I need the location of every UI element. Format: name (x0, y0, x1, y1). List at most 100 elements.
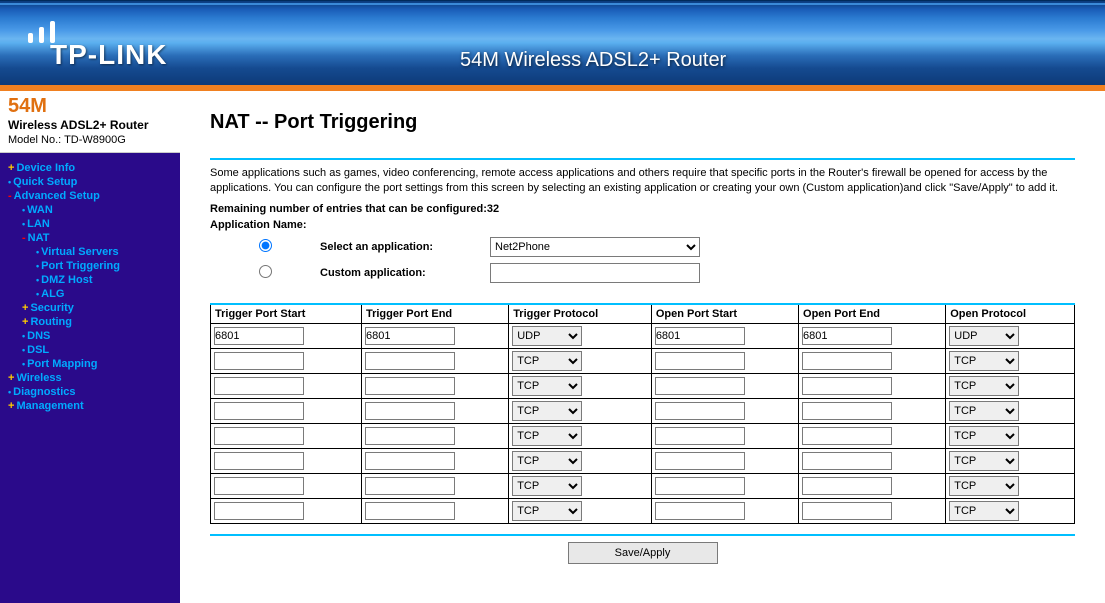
sidebar: 54M Wireless ADSL2+ Router Model No.: TD… (0, 91, 180, 602)
trigger-port-end-input[interactable] (365, 327, 455, 345)
col-header: Open Port End (799, 304, 946, 324)
select-app-label: Select an application: (320, 241, 490, 253)
save-apply-button[interactable]: Save/Apply (568, 542, 718, 564)
nav-item-nat[interactable]: -NAT (0, 231, 180, 245)
trigger-port-start-input[interactable] (214, 502, 304, 520)
trigger-protocol-select[interactable]: TCPUDPTCP/UDP (512, 426, 582, 446)
select-app-row: Select an application: Net2Phone (210, 237, 1075, 257)
open-port-end-input[interactable] (802, 402, 892, 420)
col-header: Open Protocol (946, 304, 1075, 324)
open-port-end-input[interactable] (802, 427, 892, 445)
header-title: 54M Wireless ADSL2+ Router (460, 49, 726, 72)
nav-item-management[interactable]: +Management (0, 399, 180, 413)
model-line2: Wireless ADSL2+ Router (8, 118, 172, 132)
custom-app-radio[interactable] (259, 265, 272, 278)
open-port-start-input[interactable] (655, 377, 745, 395)
nav-item-port-triggering[interactable]: •Port Triggering (0, 259, 180, 273)
open-protocol-select[interactable]: TCPUDPTCP/UDP (949, 376, 1019, 396)
remaining-label: Remaining number of entries that can be … (210, 203, 487, 215)
trigger-port-end-input[interactable] (365, 452, 455, 470)
col-header: Trigger Port Start (211, 304, 362, 324)
select-app-dropdown[interactable]: Net2Phone (490, 237, 700, 257)
table-row: TCPUDPTCP/UDP TCPUDPTCP/UDP (211, 448, 1075, 473)
model-line1: 54M (8, 95, 172, 118)
table-row: TCPUDPTCP/UDP TCPUDPTCP/UDP (211, 423, 1075, 448)
table-row: TCPUDPTCP/UDP TCPUDPTCP/UDP (211, 498, 1075, 523)
open-protocol-select[interactable]: TCPUDPTCP/UDP (949, 426, 1019, 446)
col-header: Open Port Start (651, 304, 798, 324)
nav-item-quick-setup[interactable]: •Quick Setup (0, 175, 180, 189)
nav-item-alg[interactable]: •ALG (0, 287, 180, 301)
trigger-protocol-select[interactable]: TCPUDPTCP/UDP (512, 376, 582, 396)
trigger-port-start-input[interactable] (214, 452, 304, 470)
trigger-protocol-select[interactable]: TCPUDPTCP/UDP (512, 326, 582, 346)
trigger-protocol-select[interactable]: TCPUDPTCP/UDP (512, 476, 582, 496)
table-row: TCPUDPTCP/UDP TCPUDPTCP/UDP (211, 373, 1075, 398)
trigger-port-start-input[interactable] (214, 477, 304, 495)
appname-label: Application Name: (210, 219, 1075, 231)
trigger-port-start-input[interactable] (214, 377, 304, 395)
nav-item-advanced-setup[interactable]: -Advanced Setup (0, 189, 180, 203)
trigger-port-start-input[interactable] (214, 327, 304, 345)
open-port-start-input[interactable] (655, 502, 745, 520)
trigger-port-start-input[interactable] (214, 352, 304, 370)
open-protocol-select[interactable]: TCPUDPTCP/UDP (949, 501, 1019, 521)
custom-app-row: Custom application: (210, 263, 1075, 283)
trigger-port-end-input[interactable] (365, 502, 455, 520)
open-port-end-input[interactable] (802, 452, 892, 470)
port-table: Trigger Port StartTrigger Port EndTrigge… (210, 303, 1075, 524)
open-port-end-input[interactable] (802, 352, 892, 370)
open-port-end-input[interactable] (802, 377, 892, 395)
open-port-end-input[interactable] (802, 477, 892, 495)
nav-item-diagnostics[interactable]: •Diagnostics (0, 385, 180, 399)
nav-item-routing[interactable]: +Routing (0, 315, 180, 329)
open-port-start-input[interactable] (655, 427, 745, 445)
open-protocol-select[interactable]: TCPUDPTCP/UDP (949, 476, 1019, 496)
open-port-start-input[interactable] (655, 477, 745, 495)
trigger-port-end-input[interactable] (365, 427, 455, 445)
nav-item-dsl[interactable]: •DSL (0, 343, 180, 357)
model-no-value: TD-W8900G (64, 134, 126, 146)
trigger-port-end-input[interactable] (365, 377, 455, 395)
divider (210, 158, 1075, 160)
nav-item-virtual-servers[interactable]: •Virtual Servers (0, 245, 180, 259)
open-protocol-select[interactable]: TCPUDPTCP/UDP (949, 401, 1019, 421)
content: NAT -- Port Triggering Some applications… (180, 91, 1105, 602)
open-port-start-input[interactable] (655, 452, 745, 470)
nav-item-wireless[interactable]: +Wireless (0, 371, 180, 385)
nav-item-wan[interactable]: •WAN (0, 203, 180, 217)
nav-item-dns[interactable]: •DNS (0, 329, 180, 343)
open-protocol-select[interactable]: TCPUDPTCP/UDP (949, 326, 1019, 346)
trigger-port-end-input[interactable] (365, 352, 455, 370)
trigger-port-start-input[interactable] (214, 427, 304, 445)
intro-text: Some applications such as games, video c… (210, 166, 1075, 197)
nav-item-device-info[interactable]: +Device Info (0, 161, 180, 175)
table-row: TCPUDPTCP/UDP TCPUDPTCP/UDP (211, 398, 1075, 423)
model-box: 54M Wireless ADSL2+ Router Model No.: TD… (0, 91, 180, 153)
trigger-protocol-select[interactable]: TCPUDPTCP/UDP (512, 351, 582, 371)
trigger-port-end-input[interactable] (365, 477, 455, 495)
page-title: NAT -- Port Triggering (210, 111, 1075, 134)
open-protocol-select[interactable]: TCPUDPTCP/UDP (949, 451, 1019, 471)
select-app-radio[interactable] (259, 239, 272, 252)
nav-item-port-mapping[interactable]: •Port Mapping (0, 357, 180, 371)
trigger-protocol-select[interactable]: TCPUDPTCP/UDP (512, 401, 582, 421)
trigger-protocol-select[interactable]: TCPUDPTCP/UDP (512, 451, 582, 471)
custom-app-label: Custom application: (320, 267, 490, 279)
open-port-end-input[interactable] (802, 502, 892, 520)
trigger-protocol-select[interactable]: TCPUDPTCP/UDP (512, 501, 582, 521)
nav-item-security[interactable]: +Security (0, 301, 180, 315)
open-port-start-input[interactable] (655, 327, 745, 345)
open-port-start-input[interactable] (655, 402, 745, 420)
header: TP-LINK 54M Wireless ADSL2+ Router (0, 0, 1105, 85)
table-row: TCPUDPTCP/UDP TCPUDPTCP/UDP (211, 348, 1075, 373)
trigger-port-end-input[interactable] (365, 402, 455, 420)
open-port-start-input[interactable] (655, 352, 745, 370)
custom-app-input[interactable] (490, 263, 700, 283)
nav-item-dmz-host[interactable]: •DMZ Host (0, 273, 180, 287)
open-protocol-select[interactable]: TCPUDPTCP/UDP (949, 351, 1019, 371)
nav-item-lan[interactable]: •LAN (0, 217, 180, 231)
open-port-end-input[interactable] (802, 327, 892, 345)
trigger-port-start-input[interactable] (214, 402, 304, 420)
bottom-bar: Save/Apply (210, 534, 1075, 564)
